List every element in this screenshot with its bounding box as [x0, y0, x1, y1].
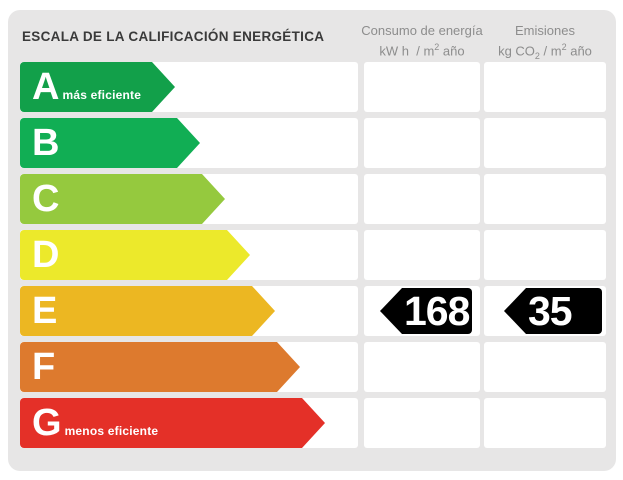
rating-bar-cell-c: C [20, 174, 358, 224]
rating-row-f: F [20, 342, 606, 392]
rating-letter-b: B [32, 122, 60, 164]
consumption-cell-e: 168 [364, 286, 480, 336]
consumption-value: 168 [404, 287, 470, 334]
rating-arrow-b-icon: B [20, 118, 200, 168]
emissions-header-title: Emisiones [515, 23, 575, 38]
emissions-cell-c [484, 174, 606, 224]
consumption-cell-a [364, 62, 480, 112]
emissions-cell-f [484, 342, 606, 392]
consumption-value-arrow-icon: 168 [380, 288, 472, 334]
rating-letter-g: G [32, 402, 62, 444]
consumption-column-header: Consumo de energía kW h / m2 año [356, 22, 488, 59]
rating-bar-cell-d: D [20, 230, 358, 280]
emissions-header-unit: kg CO2 / m2 año [498, 42, 592, 62]
emissions-cell-d [484, 230, 606, 280]
emissions-cell-a [484, 62, 606, 112]
rating-arrow-d-icon: D [20, 230, 250, 280]
rating-grid: A más eficiente B C [20, 62, 606, 454]
consumption-cell-b [364, 118, 480, 168]
rating-row-g: G menos eficiente [20, 398, 606, 448]
rating-letter-e: E [32, 290, 58, 332]
consumption-cell-d [364, 230, 480, 280]
rating-arrow-f-icon: F [20, 342, 300, 392]
consumption-header-unit: kW h / m2 año [379, 42, 465, 59]
rating-note-g: menos eficiente [64, 424, 159, 438]
rating-arrow-c-icon: C [20, 174, 225, 224]
rating-row-b: B [20, 118, 606, 168]
rating-bar-cell-g: G menos eficiente [20, 398, 358, 448]
page-title: ESCALA DE LA CALIFICACIÓN ENERGÉTICA [22, 29, 325, 44]
energy-scale-panel: ESCALA DE LA CALIFICACIÓN ENERGÉTICA Con… [8, 10, 616, 471]
rating-arrow-g-icon: G menos eficiente [20, 398, 325, 448]
consumption-cell-f [364, 342, 480, 392]
rating-row-c: C [20, 174, 606, 224]
rating-bar-cell-a: A más eficiente [20, 62, 358, 112]
rating-bar-cell-e: E [20, 286, 358, 336]
rating-bar-cell-b: B [20, 118, 358, 168]
emissions-column-header: Emisiones kg CO2 / m2 año [476, 22, 614, 61]
rating-letter-a: A [32, 66, 60, 108]
emissions-cell-b [484, 118, 606, 168]
rating-row-a: A más eficiente [20, 62, 606, 112]
rating-arrow-a-icon: A más eficiente [20, 62, 175, 112]
rating-arrow-e-icon: E [20, 286, 275, 336]
rating-letter-c: C [32, 178, 60, 220]
rating-row-e: E 168 35 [20, 286, 606, 336]
consumption-header-title: Consumo de energía [361, 23, 483, 38]
consumption-cell-c [364, 174, 480, 224]
rating-row-d: D [20, 230, 606, 280]
rating-bar-cell-f: F [20, 342, 358, 392]
rating-letter-f: F [32, 346, 56, 388]
rating-letter-d: D [32, 234, 60, 276]
emissions-value-arrow-icon: 35 [504, 288, 602, 334]
rating-note-a: más eficiente [62, 88, 142, 102]
emissions-cell-g [484, 398, 606, 448]
emissions-value: 35 [528, 287, 573, 334]
consumption-cell-g [364, 398, 480, 448]
emissions-cell-e: 35 [484, 286, 606, 336]
